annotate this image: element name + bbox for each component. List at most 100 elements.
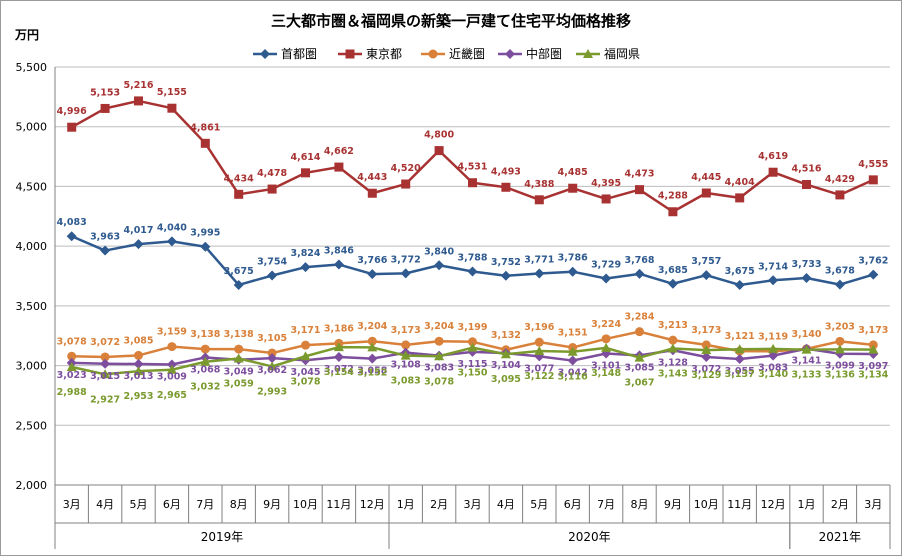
data-point bbox=[701, 188, 711, 198]
y-axis-unit-label: 万円 bbox=[14, 28, 39, 42]
year-group-label: 2021年 bbox=[819, 530, 862, 544]
data-point bbox=[701, 340, 711, 350]
data-point bbox=[200, 138, 210, 148]
x-tick-label: 12月 bbox=[761, 498, 786, 511]
data-point bbox=[868, 269, 879, 280]
data-label: 3,143 bbox=[658, 368, 688, 379]
data-point bbox=[468, 178, 477, 188]
data-point bbox=[467, 342, 478, 352]
data-label: 3,766 bbox=[357, 255, 387, 266]
data-label: 3,104 bbox=[491, 360, 521, 371]
data-label: 3,675 bbox=[725, 266, 755, 277]
data-label: 3,284 bbox=[624, 312, 654, 323]
data-label: 4,619 bbox=[758, 151, 788, 162]
data-label: 3,772 bbox=[391, 254, 421, 265]
x-tick-label: 9月 bbox=[263, 498, 281, 511]
data-label: 4,388 bbox=[524, 179, 554, 190]
data-point bbox=[567, 355, 578, 366]
data-point bbox=[734, 344, 745, 354]
data-point bbox=[233, 279, 244, 290]
data-point bbox=[166, 359, 177, 370]
data-label: 5,155 bbox=[157, 87, 187, 98]
data-label: 3,068 bbox=[190, 364, 220, 375]
data-point bbox=[134, 350, 143, 360]
data-label: 3,154 bbox=[324, 367, 354, 378]
data-point bbox=[601, 273, 612, 284]
legend-label: 近畿圏 bbox=[449, 47, 485, 61]
data-label: 3,105 bbox=[257, 333, 287, 344]
data-point bbox=[100, 369, 111, 379]
data-point bbox=[701, 345, 712, 355]
data-label: 4,429 bbox=[825, 174, 855, 185]
data-label: 4,288 bbox=[658, 191, 688, 202]
data-label: 3,150 bbox=[457, 368, 487, 379]
data-point bbox=[501, 182, 511, 192]
data-point bbox=[134, 96, 143, 106]
data-label: 3,072 bbox=[691, 364, 721, 375]
data-label: 3,148 bbox=[591, 368, 621, 379]
data-point bbox=[468, 337, 477, 347]
data-label: 4,493 bbox=[491, 166, 521, 177]
y-tick-label: 3,500 bbox=[16, 300, 48, 313]
data-point bbox=[300, 351, 311, 361]
x-tick-label: 12月 bbox=[360, 498, 385, 511]
data-point bbox=[234, 344, 244, 354]
data-label: 3,138 bbox=[224, 329, 254, 340]
data-label: 4,473 bbox=[624, 169, 654, 180]
data-point bbox=[634, 352, 645, 362]
data-label: 3,733 bbox=[791, 259, 821, 270]
data-point bbox=[534, 268, 545, 279]
x-tick-label: 2月 bbox=[831, 498, 849, 511]
data-label: 3,137 bbox=[725, 369, 755, 380]
data-label: 3,009 bbox=[157, 371, 187, 382]
data-point bbox=[635, 327, 644, 337]
legend-label: 福岡県 bbox=[604, 46, 640, 61]
data-label: 3,757 bbox=[691, 256, 721, 267]
x-tick-label: 3月 bbox=[864, 498, 882, 511]
data-label: 3,122 bbox=[524, 371, 554, 382]
data-point bbox=[166, 236, 177, 247]
data-label: 4,443 bbox=[357, 172, 387, 183]
x-tick-label: 10月 bbox=[694, 498, 719, 511]
y-tick-label: 5,000 bbox=[16, 121, 48, 134]
data-label: 3,768 bbox=[624, 255, 654, 266]
data-point bbox=[434, 260, 445, 271]
data-label: 3,058 bbox=[357, 366, 387, 377]
data-label: 3,140 bbox=[758, 369, 788, 380]
y-tick-label: 2,000 bbox=[16, 479, 48, 492]
data-label: 4,996 bbox=[57, 106, 87, 117]
data-point bbox=[834, 344, 845, 354]
data-label: 3,824 bbox=[290, 248, 320, 259]
data-label: 3,083 bbox=[391, 376, 421, 387]
data-point bbox=[133, 359, 144, 370]
data-label: 4,520 bbox=[391, 163, 421, 174]
x-tick-label: 1月 bbox=[397, 498, 415, 511]
data-label: 3,678 bbox=[825, 266, 855, 277]
data-label: 4,531 bbox=[457, 162, 487, 173]
data-point bbox=[333, 342, 344, 352]
data-label: 3,754 bbox=[257, 257, 287, 268]
data-label: 4,445 bbox=[691, 172, 721, 183]
data-point bbox=[534, 337, 544, 347]
legend-label: 東京都 bbox=[366, 47, 402, 61]
data-point bbox=[568, 183, 578, 193]
data-label: 4,478 bbox=[257, 168, 287, 179]
x-tick-label: 5月 bbox=[130, 498, 148, 511]
data-point bbox=[667, 343, 678, 353]
data-label: 3,095 bbox=[491, 374, 521, 385]
data-label: 3,083 bbox=[758, 363, 788, 374]
data-point bbox=[167, 103, 177, 113]
data-label: 3,115 bbox=[457, 359, 487, 370]
data-point bbox=[768, 275, 779, 286]
data-label: 3,840 bbox=[424, 246, 454, 257]
data-point bbox=[601, 334, 611, 344]
data-label: 3,134 bbox=[858, 370, 888, 381]
data-label: 3,049 bbox=[224, 367, 254, 378]
data-label: 4,083 bbox=[57, 217, 87, 228]
data-point bbox=[768, 350, 779, 361]
data-point bbox=[667, 278, 678, 289]
data-label: 3,203 bbox=[825, 321, 855, 332]
x-tick-label: 6月 bbox=[564, 498, 582, 511]
data-label: 3,013 bbox=[123, 371, 153, 382]
series-line bbox=[71, 99, 874, 213]
